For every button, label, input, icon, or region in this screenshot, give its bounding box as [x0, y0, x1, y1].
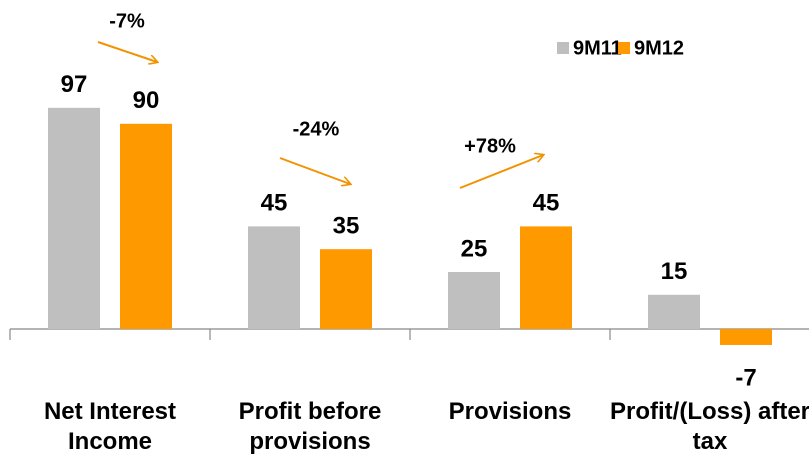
bar — [248, 226, 300, 329]
annotation: -24% — [293, 118, 340, 140]
bar — [120, 123, 172, 329]
change-arrow — [459, 155, 543, 189]
annotation: -7% — [109, 10, 145, 32]
bar — [520, 226, 572, 329]
x-tick-label: Profit before provisions — [238, 398, 382, 455]
x-tick-label: Provisions — [448, 398, 572, 425]
value-label: 97 — [61, 71, 88, 98]
value-label: 45 — [533, 190, 560, 217]
change-arrow — [279, 157, 350, 184]
change-arrow — [97, 41, 157, 62]
legend-swatch — [557, 42, 569, 54]
value-label: 35 — [333, 213, 360, 240]
x-tick-label: Net Interest Income — [43, 398, 177, 455]
value-label: 90 — [133, 87, 160, 114]
value-label: 15 — [661, 258, 688, 285]
legend-swatch — [618, 42, 630, 54]
value-label: 25 — [461, 235, 488, 262]
legend-label: 9M11 — [573, 37, 622, 59]
bar — [720, 329, 772, 345]
bar — [448, 272, 500, 329]
value-label: -7 — [735, 364, 756, 391]
bar — [320, 249, 372, 329]
annotation: +78% — [464, 135, 516, 157]
bar — [48, 107, 100, 329]
x-tick-label: Profit/(Loss) after tax — [610, 398, 809, 455]
value-label: 45 — [261, 190, 288, 217]
legend-label: 9M12 — [634, 37, 684, 59]
bar — [648, 294, 700, 329]
